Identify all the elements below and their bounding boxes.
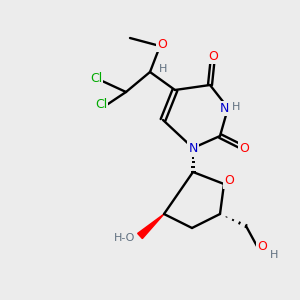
Text: O: O [239,142,249,154]
Text: Cl: Cl [90,73,102,85]
Text: O: O [224,175,234,188]
Text: H: H [270,250,278,260]
Text: H: H [232,102,240,112]
Text: O: O [208,50,218,62]
Text: H: H [159,64,167,74]
Text: O: O [157,38,167,50]
Text: N: N [188,142,198,154]
Text: Cl: Cl [95,98,107,112]
Text: N: N [219,101,229,115]
Polygon shape [138,214,164,238]
Text: H-O: H-O [114,233,135,243]
Text: O: O [257,241,267,254]
